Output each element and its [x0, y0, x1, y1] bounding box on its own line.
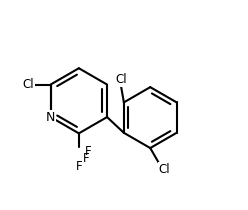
- Text: Cl: Cl: [22, 78, 34, 91]
- Text: F: F: [85, 145, 91, 158]
- Text: Cl: Cl: [115, 73, 127, 86]
- Text: F: F: [83, 152, 90, 165]
- Text: Cl: Cl: [159, 163, 170, 176]
- Text: N: N: [46, 111, 55, 123]
- Text: F: F: [76, 160, 83, 173]
